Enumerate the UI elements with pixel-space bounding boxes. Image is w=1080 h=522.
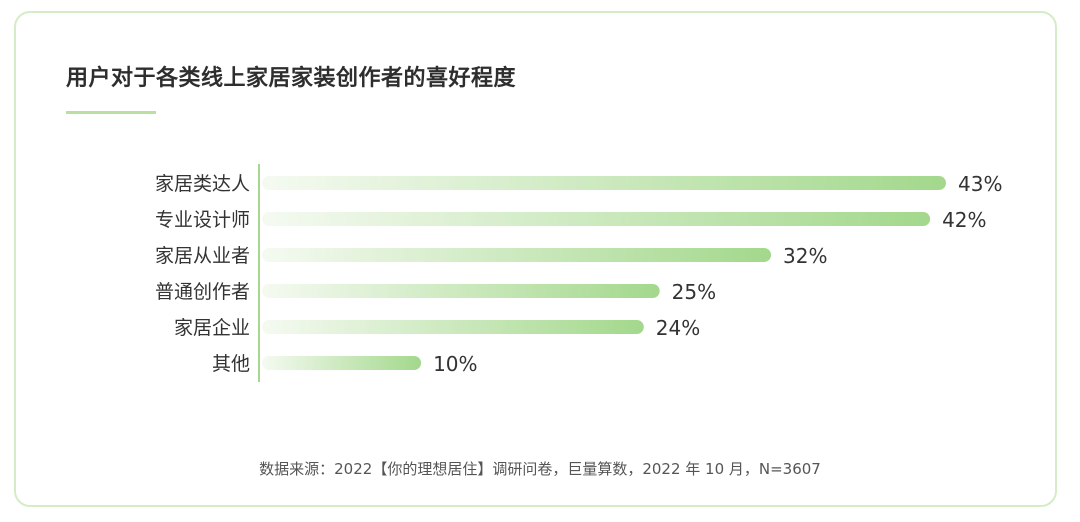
value-label: 43% (958, 172, 1002, 196)
value-label: 10% (433, 352, 477, 376)
value-label: 24% (656, 316, 700, 340)
bar (262, 212, 931, 226)
category-label: 家居企业 (174, 317, 250, 339)
title-underline (66, 111, 156, 114)
value-label: 25% (672, 280, 716, 304)
category-label: 普通创作者 (155, 281, 250, 303)
bars-group: 家居类达人 43% 专业设计师 42% 家居从业者 32% 普通创作者 25% 家居企业 24% 其… (155, 172, 1002, 376)
category-label: 专业设计师 (155, 209, 250, 231)
category-axis-line (258, 164, 260, 382)
data-source-note: 数据来源：2022【你的理想居住】调研问卷，巨量算数，2022 年 10 月，N… (259, 460, 821, 478)
value-label: 42% (942, 208, 986, 232)
chart-title: 用户对于各类线上家居家装创作者的喜好程度 (66, 66, 517, 91)
bar (262, 320, 644, 334)
bar (262, 248, 772, 262)
category-label: 家居类达人 (155, 173, 250, 195)
bar (262, 284, 660, 298)
category-label: 家居从业者 (155, 245, 250, 267)
value-label: 32% (783, 244, 827, 268)
category-label: 其他 (212, 353, 250, 375)
bar (262, 176, 946, 190)
bar (262, 356, 422, 370)
